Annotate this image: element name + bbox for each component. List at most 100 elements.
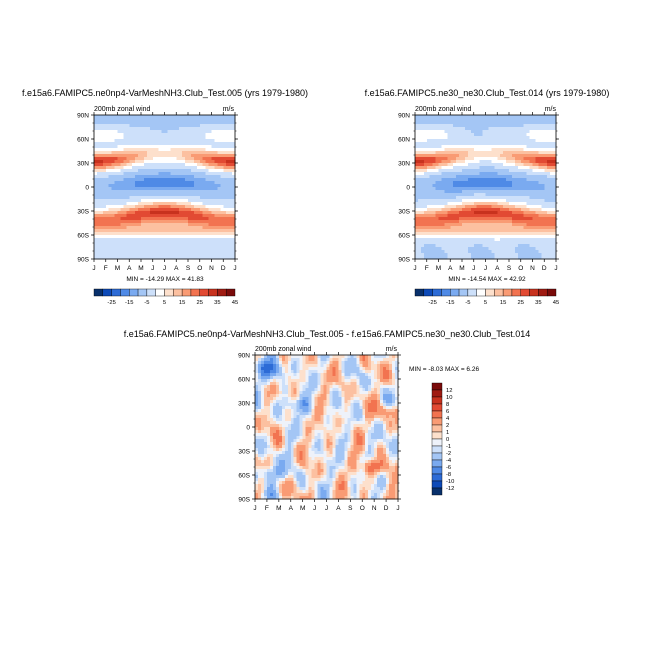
heatmap-cell xyxy=(535,166,539,170)
heatmap-cell xyxy=(199,238,204,242)
heatmap-cell xyxy=(532,133,536,137)
heatmap-cell xyxy=(214,235,218,239)
heatmap-cell xyxy=(185,148,189,152)
heatmap-cell xyxy=(447,229,451,233)
heatmap-cell xyxy=(517,208,522,212)
heatmap-cell xyxy=(141,175,145,179)
heatmap-cell xyxy=(479,256,483,260)
heatmap-cell xyxy=(211,124,215,128)
heatmap-cell xyxy=(226,124,230,128)
heatmap-cell xyxy=(152,184,157,188)
heatmap-cell xyxy=(423,244,428,248)
heatmap-cell xyxy=(494,172,498,176)
heatmap-cell xyxy=(438,217,442,221)
heatmap-cell xyxy=(202,232,206,236)
heatmap-cell xyxy=(417,226,422,230)
heatmap-cell xyxy=(158,217,162,221)
heatmap-cell xyxy=(179,223,183,227)
heatmap-cell xyxy=(426,241,431,245)
heatmap-cell xyxy=(229,247,233,251)
heatmap-cell xyxy=(482,130,486,134)
heatmap-cell xyxy=(426,229,431,233)
panel-1-field xyxy=(94,115,236,260)
heatmap-cell xyxy=(257,373,262,377)
heatmap-cell xyxy=(476,205,480,209)
heatmap-cell xyxy=(473,175,478,179)
heatmap-cell xyxy=(120,196,124,200)
heatmap-cell xyxy=(415,127,419,131)
heatmap-cell xyxy=(164,166,168,170)
heatmap-cell xyxy=(526,232,530,236)
heatmap-cell xyxy=(170,214,174,218)
heatmap-cell xyxy=(167,205,171,209)
heatmap-cell xyxy=(420,148,425,152)
heatmap-cell xyxy=(223,244,227,248)
heatmap-cell xyxy=(476,175,480,179)
heatmap-cell xyxy=(229,187,233,191)
heatmap-cell xyxy=(232,154,236,158)
heatmap-cell xyxy=(108,124,112,128)
heatmap-cell xyxy=(129,208,133,212)
heatmap-cell xyxy=(232,244,236,248)
heatmap-cell xyxy=(467,127,472,131)
heatmap-cell xyxy=(108,118,112,122)
heatmap-cell xyxy=(526,217,530,221)
heatmap-cell xyxy=(229,166,233,170)
heatmap-cell xyxy=(535,130,539,134)
heatmap-cell xyxy=(511,127,516,131)
heatmap-cell xyxy=(120,235,124,239)
heatmap-cell xyxy=(132,151,136,155)
heatmap-cell xyxy=(429,253,433,257)
heatmap-cell xyxy=(500,196,504,200)
heatmap-cell xyxy=(102,205,107,209)
heatmap-cell xyxy=(202,244,206,248)
heatmap-cell xyxy=(511,256,516,260)
heatmap-cell xyxy=(476,124,480,128)
heatmap-cell xyxy=(497,199,501,203)
heatmap-cell xyxy=(182,208,186,212)
heatmap-cell xyxy=(126,142,130,146)
heatmap-cell xyxy=(117,184,121,188)
heatmap-cell xyxy=(190,145,195,149)
heatmap-cell xyxy=(232,232,236,236)
heatmap-cell xyxy=(464,145,469,149)
heatmap-cell xyxy=(193,160,198,164)
heatmap-cell xyxy=(547,244,551,248)
heatmap-cell xyxy=(482,202,486,206)
heatmap-cell xyxy=(541,253,545,257)
heatmap-cell xyxy=(432,136,436,140)
heatmap-cell xyxy=(441,244,445,248)
heatmap-cell xyxy=(506,253,510,257)
heatmap-cell xyxy=(143,175,148,179)
heatmap-cell xyxy=(170,118,174,122)
heatmap-cell xyxy=(255,436,259,440)
heatmap-cell xyxy=(255,409,259,413)
heatmap-cell xyxy=(500,115,504,119)
heatmap-cell xyxy=(126,256,130,260)
heatmap-cell xyxy=(541,223,545,227)
heatmap-cell xyxy=(170,220,174,224)
heatmap-cell xyxy=(220,193,224,197)
heatmap-cell xyxy=(155,163,159,167)
heatmap-cell xyxy=(126,181,130,185)
heatmap-cell xyxy=(491,229,495,233)
heatmap-cell xyxy=(114,166,118,170)
heatmap-cell xyxy=(429,121,433,125)
heatmap-cell xyxy=(126,238,130,242)
heatmap-cell xyxy=(214,163,218,167)
heatmap-cell xyxy=(509,157,513,161)
heatmap-cell xyxy=(94,241,98,245)
heatmap-cell xyxy=(161,136,165,140)
heatmap-cell xyxy=(541,226,545,230)
heatmap-cell xyxy=(255,487,259,491)
heatmap-cell xyxy=(544,229,548,233)
heatmap-cell xyxy=(417,241,422,245)
heatmap-cell xyxy=(94,253,98,257)
heatmap-cell xyxy=(167,130,171,134)
heatmap-cell xyxy=(553,175,557,179)
heatmap-cell xyxy=(164,208,168,212)
heatmap-cell xyxy=(211,208,215,212)
heatmap-cell xyxy=(185,187,189,191)
heatmap-cell xyxy=(506,256,510,260)
